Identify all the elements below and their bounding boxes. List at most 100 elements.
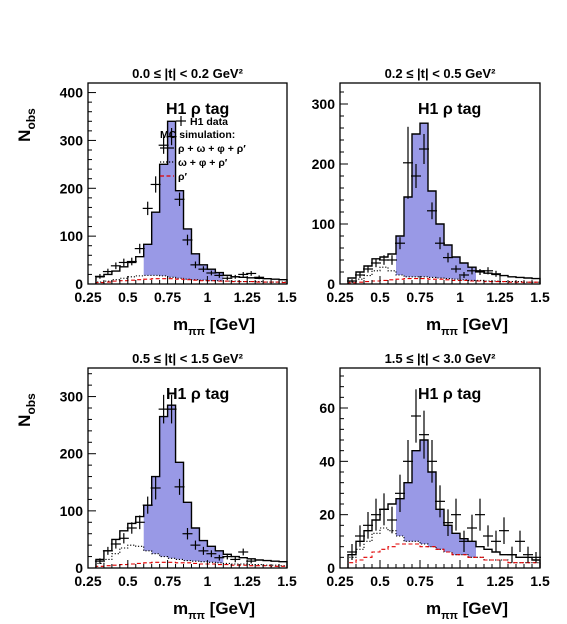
data-point xyxy=(347,544,357,560)
data-point xyxy=(451,498,461,531)
legend-mc-rhoprime-label: ρ′ xyxy=(178,171,187,183)
data-point xyxy=(355,272,365,278)
x-tick-label: 1 xyxy=(204,289,212,305)
x-tick-label: 0.25 xyxy=(74,289,101,305)
data-point xyxy=(166,127,177,146)
x-tick-label: 1.25 xyxy=(234,289,261,305)
data-point xyxy=(110,539,121,549)
panel-2: 0.25 0.5 0.75 1 1.25 1.5 0 100 200 300 0.2 ≤ |t| <… xyxy=(312,66,550,338)
x-axis-label: mππ [GeV] xyxy=(173,599,255,622)
data-point xyxy=(379,493,389,526)
x-tick-label: 0.25 xyxy=(326,289,353,305)
data-point xyxy=(507,546,517,563)
data-point xyxy=(254,275,265,280)
data-point xyxy=(435,237,445,250)
data-point xyxy=(459,272,469,278)
data-point xyxy=(182,528,193,540)
panel-title: 0.5 ≤ |t| < 1.5 GeV² xyxy=(132,351,244,366)
x-tick-label: 1.25 xyxy=(486,289,513,305)
data-point xyxy=(190,261,201,269)
data-point xyxy=(198,266,209,273)
legend-mc-total-label: ρ + ω + φ + ρ′ xyxy=(178,143,246,155)
y-tick-label: 200 xyxy=(60,446,84,462)
data-point xyxy=(230,274,241,279)
data-point xyxy=(206,270,217,276)
x-tick-label: 1.5 xyxy=(277,573,297,589)
y-tick-label: 0 xyxy=(75,560,83,576)
data-point xyxy=(174,478,185,495)
data-point xyxy=(94,273,105,279)
data-point xyxy=(371,498,381,531)
x-axis-label: mππ [GeV] xyxy=(173,315,255,338)
mc-total-line xyxy=(95,404,288,568)
panel-title: 0.0 ≤ |t| < 0.2 GeV² xyxy=(132,66,244,81)
legend-mc-bkg-label: ω + φ + ρ′ xyxy=(178,157,228,169)
x-tick-label: 1 xyxy=(456,573,464,589)
x-tick-label: 0.25 xyxy=(326,573,353,589)
data-point xyxy=(363,512,373,539)
y-tick-label: 300 xyxy=(312,96,336,112)
x-tick-label: 0.5 xyxy=(118,289,138,305)
data-point xyxy=(403,126,413,199)
data-point xyxy=(246,558,257,564)
data-point xyxy=(150,176,161,193)
tag-label: H1 ρ tag xyxy=(166,386,229,403)
y-tick-label: 100 xyxy=(60,503,84,519)
x-tick-label: 0.25 xyxy=(74,573,101,589)
data-point xyxy=(491,270,501,277)
x-tick-label: 0.75 xyxy=(406,573,433,589)
data-point xyxy=(142,496,153,514)
y-tick-label: 0 xyxy=(327,560,335,576)
plot-frame xyxy=(339,82,541,285)
panel-1: 0.25 0.5 0.75 1 1.25 1.5 0 100 200 300 400 0.0 ≤ |t… xyxy=(15,66,297,338)
y-tick-label: 400 xyxy=(60,85,84,101)
data-point xyxy=(451,265,461,273)
x-tick-label: 1.5 xyxy=(277,289,297,305)
x-tick-label: 0.75 xyxy=(154,289,181,305)
data-point xyxy=(214,554,225,561)
data-point xyxy=(110,262,121,270)
data-point xyxy=(118,258,129,267)
data-point xyxy=(403,440,413,483)
data-point xyxy=(531,552,541,563)
mc-total-line xyxy=(347,122,541,284)
data-point xyxy=(443,509,453,536)
data-point xyxy=(246,271,257,276)
x-tick-label: 0.75 xyxy=(154,573,181,589)
y-axis-label: Nobs xyxy=(15,393,38,427)
data-point xyxy=(190,540,201,550)
data-point xyxy=(238,272,249,277)
data-point xyxy=(355,525,365,547)
y-tick-label: 60 xyxy=(319,400,335,416)
y-tick-label: 100 xyxy=(60,228,84,244)
data-point xyxy=(459,530,469,552)
mc-total-line xyxy=(95,120,288,284)
data-point xyxy=(126,257,137,266)
data-point xyxy=(371,258,381,268)
data-point xyxy=(174,192,185,206)
tag-label: H1 ρ tag xyxy=(166,101,229,118)
data-point xyxy=(387,255,397,265)
y-tick-label: 200 xyxy=(312,156,336,172)
data-point xyxy=(475,269,485,275)
data-point xyxy=(515,530,525,552)
x-axis-label: mππ [GeV] xyxy=(426,315,508,338)
mc-bkg-line xyxy=(347,527,541,568)
data-point xyxy=(102,268,113,275)
data-point xyxy=(387,506,397,534)
data-point xyxy=(238,548,249,556)
data-point xyxy=(118,533,129,544)
data-point xyxy=(102,546,113,555)
data-point xyxy=(491,530,501,552)
mc-rhoprime-line xyxy=(347,543,541,568)
data-point xyxy=(499,517,509,544)
panel-title: 1.5 ≤ |t| < 3.0 GeV² xyxy=(385,351,497,366)
y-tick-label: 20 xyxy=(319,507,335,523)
data-point xyxy=(363,265,373,273)
y-tick-label: 0 xyxy=(327,276,335,292)
data-point xyxy=(467,514,477,542)
plot-frame xyxy=(87,367,288,569)
x-tick-label: 0.5 xyxy=(118,573,138,589)
